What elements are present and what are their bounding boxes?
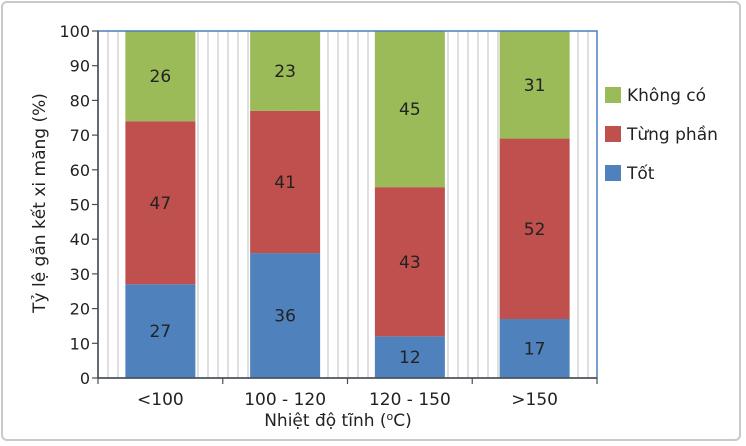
chart-frame: 27 47 26 <100 36 41 23 100 - 120 12 43 45 120 - 150…: [1, 1, 741, 441]
x-tick-label: <100: [137, 390, 184, 410]
bar-segment: [250, 31, 321, 111]
y-tick-label: 10: [70, 334, 90, 353]
bars-layer: [125, 31, 570, 378]
data-label: 31: [524, 76, 546, 96]
y-tick-label: 40: [70, 230, 90, 249]
data-label: 43: [399, 253, 421, 273]
bar-segment: [125, 31, 196, 122]
x-axis-label-text: Nhiệt độ tĩnh (: [264, 411, 386, 431]
y-tick-label: 80: [70, 91, 90, 110]
bar-segment: [250, 253, 321, 378]
y-tick-label: 30: [70, 265, 90, 284]
bar-segment: [250, 110, 321, 254]
y-tick-label: 70: [70, 126, 90, 145]
stacked-bar-chart: 27 47 26 <100 36 41 23 100 - 120 12 43 45 120 - 150…: [29, 22, 718, 431]
data-label: 23: [274, 62, 296, 82]
axes-layer: [92, 30, 598, 384]
legend: Không có Từng phần Tốt: [605, 86, 718, 184]
y-tick-label: 0: [80, 369, 90, 388]
bar-segment: [499, 31, 570, 139]
x-tick-label: >150: [511, 390, 558, 410]
bar-segment: [125, 121, 196, 285]
x-axis-label: Nhiệt độ tĩnh (oC): [264, 410, 412, 431]
bar-segment: [374, 187, 445, 337]
data-label: 12: [399, 348, 421, 368]
data-label: 52: [524, 220, 546, 240]
y-tick-label: 20: [70, 300, 90, 319]
bar-segment: [499, 319, 570, 378]
data-label: 36: [274, 307, 296, 327]
x-axis-label-unit: C): [393, 411, 412, 431]
data-label: 26: [150, 67, 172, 87]
labels-layer: 27 47 26 <100 36 41 23 100 - 120 12 43 45 120 - 150…: [59, 22, 558, 410]
x-tick-label: 120 - 150: [369, 390, 451, 410]
y-tick-label: 50: [70, 196, 90, 215]
x-axis-label-superscript: o: [387, 410, 394, 423]
data-label: 47: [150, 194, 172, 214]
legend-swatch: [605, 165, 621, 181]
x-tick-label: 100 - 120: [244, 390, 326, 410]
bar-segment: [374, 336, 445, 378]
y-tick-label: 60: [70, 161, 90, 180]
data-label: 27: [150, 322, 172, 342]
data-label: 45: [399, 100, 421, 120]
y-tick-label: 100: [59, 22, 90, 41]
legend-swatch: [605, 87, 621, 103]
legend-swatch: [605, 126, 621, 142]
data-label: 17: [524, 340, 546, 360]
legend-label: Không có: [627, 86, 706, 106]
legend-label: Từng phần: [626, 124, 718, 145]
legend-label: Tốt: [626, 163, 655, 184]
bar-segment: [499, 138, 570, 320]
bar-segment: [374, 31, 445, 188]
y-tick-label: 90: [70, 57, 90, 76]
bar-segment: [125, 284, 196, 378]
y-axis-label: Tỷ lệ gắn kết xi măng (%): [29, 93, 50, 314]
data-label: 41: [274, 173, 296, 193]
